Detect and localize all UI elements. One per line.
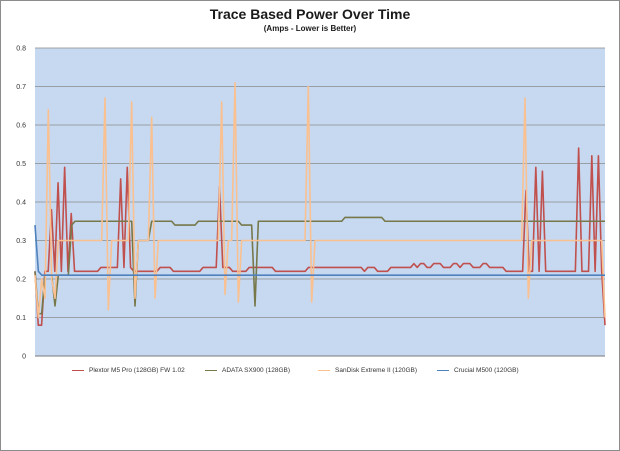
chart-subtitle: (Amps - Lower is Better) bbox=[263, 24, 357, 33]
series-line-4 bbox=[34, 225, 605, 276]
legend-item: Crucial M500 (120GB) bbox=[437, 363, 519, 377]
chart-title: Trace Based Power Over Time bbox=[209, 6, 411, 22]
legend-label: SanDisk Extreme II (120GB) bbox=[335, 366, 417, 374]
legend-label: Crucial M500 (120GB) bbox=[454, 366, 519, 374]
legend-swatch bbox=[318, 369, 330, 371]
y-tick-label: 0.7 bbox=[16, 84, 26, 91]
y-tick-label: 0.1 bbox=[16, 315, 26, 322]
series-line-3 bbox=[34, 81, 606, 319]
y-tick-label: 0.8 bbox=[16, 46, 26, 53]
series-lines bbox=[34, 81, 606, 327]
legend-swatch bbox=[437, 369, 449, 371]
legend-label: ADATA SX900 (128GB) bbox=[222, 366, 291, 374]
y-tick-label: 0 bbox=[22, 354, 26, 361]
y-axis-ticks: 0 0.1 0.2 0.3 0.4 0.5 0.6 0.7 0.8 bbox=[16, 46, 26, 361]
y-tick-label: 0.4 bbox=[16, 200, 26, 207]
legend-swatch bbox=[72, 369, 84, 371]
y-tick-label: 0.2 bbox=[16, 277, 26, 284]
legend-item: ADATA SX900 (128GB) bbox=[205, 363, 290, 377]
y-tick-label: 0.3 bbox=[16, 238, 26, 245]
legend-swatch bbox=[205, 369, 217, 371]
chart-legend: Plextor M5 Pro (128GB) FW 1.02 ADATA SX90… bbox=[0, 363, 620, 381]
y-tick-label: 0.5 bbox=[16, 161, 26, 168]
legend-item: SanDisk Extreme II (120GB) bbox=[318, 363, 417, 377]
series-line-2 bbox=[34, 216, 605, 315]
legend-label: Plextor M5 Pro (128GB) FW 1.02 bbox=[89, 366, 185, 374]
legend-item: Plextor M5 Pro (128GB) FW 1.02 bbox=[72, 363, 185, 377]
series-line-1 bbox=[34, 147, 606, 327]
y-tick-label: 0.6 bbox=[16, 123, 26, 130]
